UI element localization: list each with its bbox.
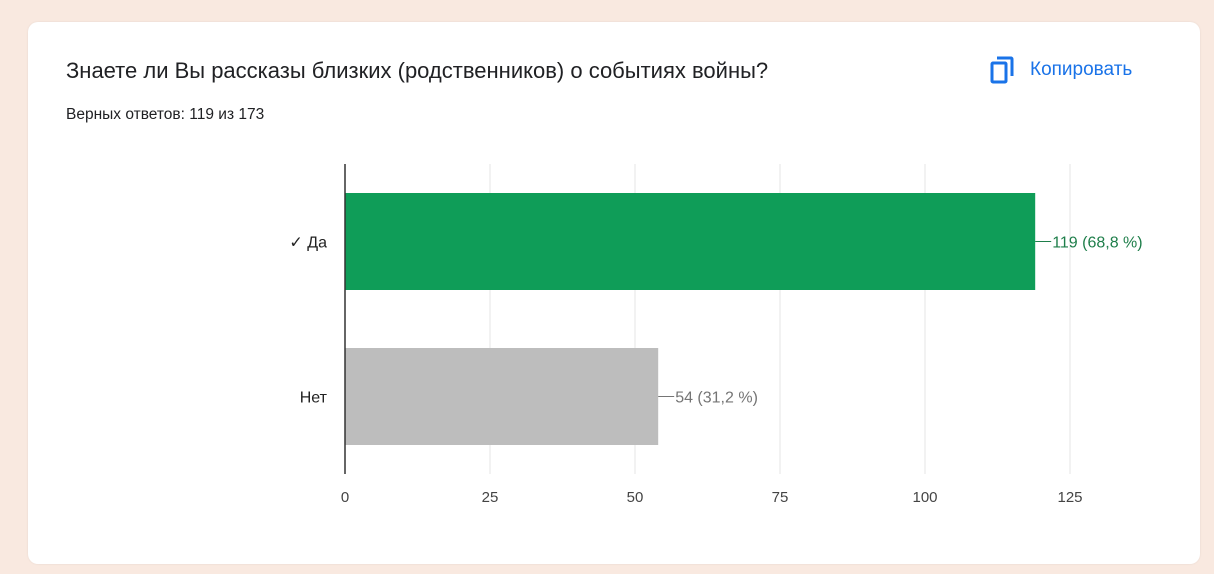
data-label: 54 (31,2 %) (675, 390, 758, 407)
x-tick-label: 50 (627, 489, 644, 506)
x-tick-label: 125 (1057, 489, 1082, 506)
x-tick-label: 75 (772, 489, 789, 506)
question-title: Знаете ли Вы рассказы близких (родственн… (66, 58, 769, 83)
x-tick-label: 25 (482, 489, 499, 506)
bar-chart: 0 25 50 75 100 125 ✓ Да 119 (68,8 %) Нет 54 (31,2… (289, 164, 1143, 506)
copy-icon (990, 56, 1016, 84)
copy-button-label: Копировать (1030, 59, 1133, 80)
bar-0 (345, 193, 1036, 290)
x-tick-label: 0 (341, 489, 349, 506)
category-label: ✓ Да (289, 235, 327, 252)
correct-answers-summary: Верных ответов: 119 из 173 (66, 106, 265, 123)
x-tick-label: 100 (912, 489, 937, 506)
data-label: 119 (68,8 %) (1052, 235, 1142, 252)
bar-1 (345, 348, 659, 445)
category-label: Нет (300, 390, 328, 407)
question-card: Знаете ли Вы рассказы близких (родственн… (28, 22, 1200, 564)
copy-button[interactable]: Копировать (984, 50, 1138, 90)
